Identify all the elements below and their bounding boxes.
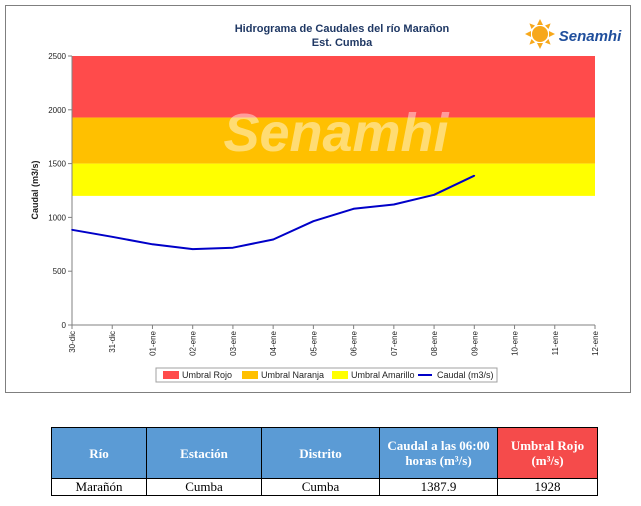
x-tick-label: 01-ene <box>148 330 157 355</box>
x-tick-label: 07-ene <box>390 330 399 355</box>
series-point <box>352 207 355 210</box>
legend-swatch <box>332 371 348 379</box>
x-tick-label: 02-ene <box>189 330 198 355</box>
header-caudal: Caudal a las 06:00 horas (m³/s) <box>379 427 498 479</box>
cell-caudal: 1387.9 <box>379 478 498 496</box>
x-tick-label: 31-dic <box>108 331 117 353</box>
x-tick-label: 11-ene <box>551 330 560 355</box>
series-point <box>433 194 435 196</box>
legend-label: Umbral Naranja <box>261 370 324 380</box>
x-tick-label: 08-ene <box>430 330 439 355</box>
threshold-band-umbral-naranja <box>72 117 595 164</box>
cell-rio: Marañón <box>51 478 147 496</box>
table-row: Marañón Cumba Cumba 1387.9 1928 <box>51 478 598 496</box>
series-point <box>272 238 274 241</box>
cell-umbral-rojo: 1928 <box>497 478 598 496</box>
x-tick-label: 12-ene <box>591 330 600 355</box>
series-point <box>473 174 476 177</box>
series-point <box>71 228 73 231</box>
y-axis-title: Caudal (m3/s) <box>30 160 40 219</box>
header-rio: Río <box>51 427 147 479</box>
sun-logo-icon <box>525 19 555 49</box>
table-header-row: Río Estación Distrito Caudal a las 06:00… <box>51 427 598 479</box>
legend-box <box>155 367 498 383</box>
cell-distrito: Cumba <box>261 478 380 496</box>
header-umbral-rojo: Umbral Rojo (m³/s) <box>497 427 598 479</box>
legend-label: Umbral Rojo <box>182 370 232 380</box>
hydrograph-chart: Hidrograma de Caudales del río Marañon E… <box>30 19 622 383</box>
plot-area: Senamhi 0 500 1000 1500 2000 2500 30-dic 31-dic 0… <box>48 52 600 356</box>
series-point <box>232 246 234 249</box>
chart-title: Hidrograma de Caudales del río Marañon <box>235 23 450 35</box>
logo-text: Senamhi <box>559 28 622 45</box>
y-tick-label: 0 <box>62 321 67 330</box>
legend-swatch <box>242 371 258 379</box>
x-tick-label: 10-ene <box>511 330 520 355</box>
series-point <box>111 235 114 238</box>
series-point <box>393 203 395 206</box>
chart-legend: Umbral Rojo Umbral Naranja Umbral Amarillo… <box>155 367 498 383</box>
series-point <box>312 220 315 222</box>
series-point <box>191 248 194 250</box>
threshold-band-umbral-amarillo <box>72 163 595 196</box>
station-table: Río Estación Distrito Caudal a las 06:00… <box>51 427 598 496</box>
x-tick-label: 05-ene <box>309 330 318 355</box>
x-tick-label: 30-dic <box>68 331 77 353</box>
x-tick-label: 09-ene <box>470 330 479 355</box>
x-tick-label: 06-ene <box>350 330 359 355</box>
x-tick-label: 04-ene <box>269 330 278 355</box>
cell-estacion: Cumba <box>146 478 262 496</box>
chart-container: Hidrograma de Caudales del río Marañon E… <box>5 5 631 393</box>
threshold-band-umbral-rojo <box>72 56 595 118</box>
legend-swatch <box>163 371 179 379</box>
watermark-text: Senamhi <box>223 103 449 163</box>
y-tick-label: 1500 <box>48 160 66 169</box>
chart-subtitle: Est. Cumba <box>312 37 373 49</box>
x-tick-label: 03-ene <box>229 330 238 355</box>
y-tick-label: 500 <box>53 267 67 276</box>
y-tick-label: 1000 <box>48 213 66 222</box>
header-distrito: Distrito <box>261 427 380 479</box>
series-point <box>151 243 154 246</box>
senamhi-logo: Senamhi <box>525 19 622 49</box>
legend-label: Caudal (m3/s) <box>437 370 494 380</box>
y-tick-label: 2000 <box>48 106 66 115</box>
header-estacion: Estación <box>146 427 262 479</box>
legend-label: Umbral Amarillo <box>351 370 415 380</box>
y-tick-label: 2500 <box>48 52 66 61</box>
